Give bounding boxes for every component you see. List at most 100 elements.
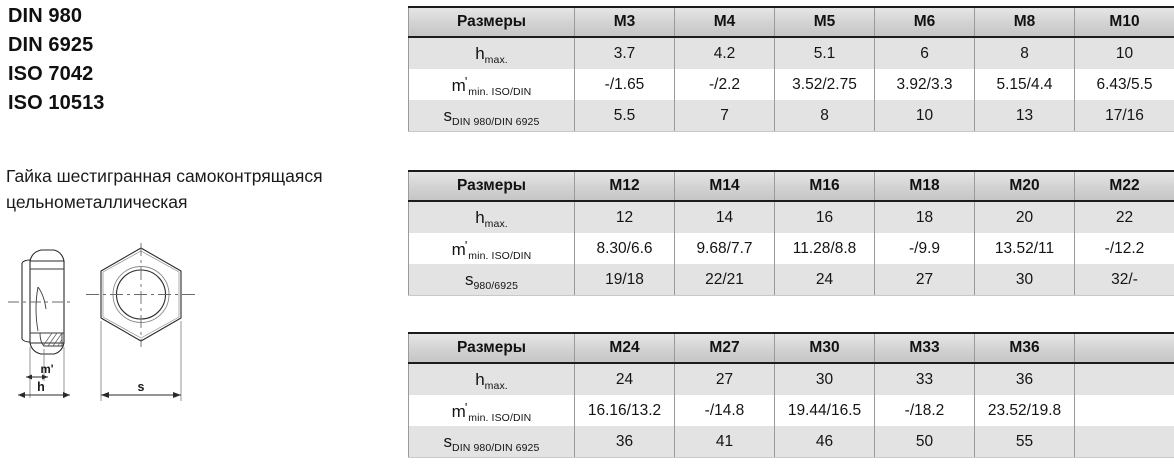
table-cell: 4.2 [674, 37, 775, 69]
table-cell: 9.68/7.7 [674, 233, 775, 264]
row-label-cell: hmax. [408, 37, 575, 69]
table-row: m'min. ISO/DIN 16.16/13.2 -/14.8 19.44/1… [408, 395, 1174, 426]
table-cell: 7 [674, 100, 775, 132]
row-label-sub: 980/6925 [473, 279, 519, 292]
row-label-base: s [443, 105, 453, 125]
dimension-label-h: h [37, 380, 45, 394]
table-header-row: Размеры M12 M14 M16 M18 M20 M22 [408, 170, 1174, 202]
dimension-lines [18, 321, 182, 401]
row-label-cell: s980/6925 [408, 264, 575, 296]
row-label-sub: min. ISO/DIN [468, 86, 532, 99]
table-cell-empty [1074, 426, 1174, 458]
table-cell: 36 [974, 363, 1075, 395]
row-label-prime: ' [464, 399, 468, 415]
table-cell: 41 [674, 426, 775, 458]
table-cell: -/9.9 [874, 233, 975, 264]
table-header-size: M33 [874, 332, 975, 364]
row-label-base: h [475, 369, 485, 389]
table-cell-empty [1074, 363, 1174, 395]
table-header-size: M5 [774, 6, 875, 38]
standard-item: ISO 10513 [8, 92, 105, 114]
row-label-cell: sDIN 980/DIN 6925 [408, 100, 575, 132]
nut-side-view [8, 249, 72, 355]
dimensions-table-3: Размеры M24 M27 M30 M33 M36 hmax. 24 27 … [408, 332, 1174, 458]
row-label-sub: max. [484, 53, 508, 66]
standard-item: DIN 980 [8, 5, 83, 27]
table-cell: -/14.8 [674, 395, 775, 426]
standards-list: DIN 980 DIN 6925 ISO 7042 ISO 10513 [8, 2, 398, 118]
table-header-size: M36 [974, 332, 1075, 364]
table-cell: 8 [774, 100, 875, 132]
row-label-cell: m'min. ISO/DIN [408, 233, 575, 264]
table-cell: 5.5 [574, 100, 675, 132]
row-label-cell: hmax. [408, 201, 575, 233]
table-cell: 24 [774, 264, 875, 296]
table-row: sDIN 980/DIN 6925 5.5 7 8 10 13 17/16 [408, 100, 1174, 132]
table-cell: 8.30/6.6 [574, 233, 675, 264]
table-cell: 10 [1074, 37, 1174, 69]
row-label-cell: m'min. ISO/DIN [408, 395, 575, 426]
table-header-size: M10 [1074, 6, 1174, 38]
table-header-size: M20 [974, 170, 1075, 202]
table-cell: 6 [874, 37, 975, 69]
table-header-label: Размеры [408, 332, 575, 364]
row-label-sub: DIN 980/DIN 6925 [452, 115, 540, 128]
row-label-cell: m'min. ISO/DIN [408, 69, 575, 100]
row-label-base: s [464, 269, 474, 289]
row-label-sub: min. ISO/DIN [468, 412, 532, 425]
table-cell: 13.52/11 [974, 233, 1075, 264]
table-header-size-empty [1074, 332, 1174, 364]
table-header-row: Размеры M24 M27 M30 M33 M36 [408, 332, 1174, 364]
table-header-size: M8 [974, 6, 1075, 38]
row-label-sub: min. ISO/DIN [468, 250, 532, 263]
table-header-size: M18 [874, 170, 975, 202]
table-header-size: M12 [574, 170, 675, 202]
row-label-base: m [451, 402, 466, 422]
table-cell: 3.92/3.3 [874, 69, 975, 100]
table-cell: 17/16 [1074, 100, 1174, 132]
table-cell: 5.1 [774, 37, 875, 69]
table-header-size: M27 [674, 332, 775, 364]
table-cell: 55 [974, 426, 1075, 458]
table-header-size: M6 [874, 6, 975, 38]
table-cell: 14 [674, 201, 775, 233]
table-header-row: Размеры M3 M4 M5 M6 M8 M10 [408, 6, 1174, 38]
row-label-sub: max. [484, 217, 508, 230]
row-label-base: h [475, 43, 485, 63]
dimensions-table-1: Размеры M3 M4 M5 M6 M8 M10 hmax. 3.7 4.2… [408, 6, 1174, 132]
standard-item: DIN 6925 [8, 34, 94, 56]
product-name-line-2: цельнометаллическая [6, 192, 188, 212]
table-cell: -/12.2 [1074, 233, 1174, 264]
table-cell: 16 [774, 201, 875, 233]
dimension-label-s: s [138, 380, 145, 394]
nut-hex-view [86, 243, 196, 347]
table-cell: 12 [574, 201, 675, 233]
table-cell: 11.28/8.8 [774, 233, 875, 264]
row-label-cell: hmax. [408, 363, 575, 395]
table-row: s980/6925 19/18 22/21 24 27 30 32/- [408, 264, 1174, 296]
row-label-sub: DIN 980/DIN 6925 [452, 441, 540, 454]
row-label-base: m [451, 76, 466, 96]
table-header-size: M14 [674, 170, 775, 202]
table-header-size: M24 [574, 332, 675, 364]
table-header-size: M16 [774, 170, 875, 202]
table-header-size: M3 [574, 6, 675, 38]
table-row: m'min. ISO/DIN 8.30/6.6 9.68/7.7 11.28/8… [408, 233, 1174, 264]
table-cell: 24 [574, 363, 675, 395]
table-row: hmax. 12 14 16 18 20 22 [408, 201, 1174, 233]
table-cell: 46 [774, 426, 875, 458]
table-cell: 27 [674, 363, 775, 395]
table-cell: -/1.65 [574, 69, 675, 100]
table-cell: 3.7 [574, 37, 675, 69]
table-header-size: M22 [1074, 170, 1174, 202]
dimensions-table-2: Размеры M12 M14 M16 M18 M20 M22 hmax. 12… [408, 170, 1174, 296]
nut-technical-drawing: m' h s [8, 243, 196, 401]
table-cell: 36 [574, 426, 675, 458]
table-cell: 33 [874, 363, 975, 395]
table-cell: 3.52/2.75 [774, 69, 875, 100]
standard-item: ISO 7042 [8, 63, 94, 85]
table-cell: 30 [774, 363, 875, 395]
row-label-cell: sDIN 980/DIN 6925 [408, 426, 575, 458]
table-cell: 10 [874, 100, 975, 132]
product-name-line-1: Гайка шестигранная самоконтрящаяся [6, 166, 323, 186]
